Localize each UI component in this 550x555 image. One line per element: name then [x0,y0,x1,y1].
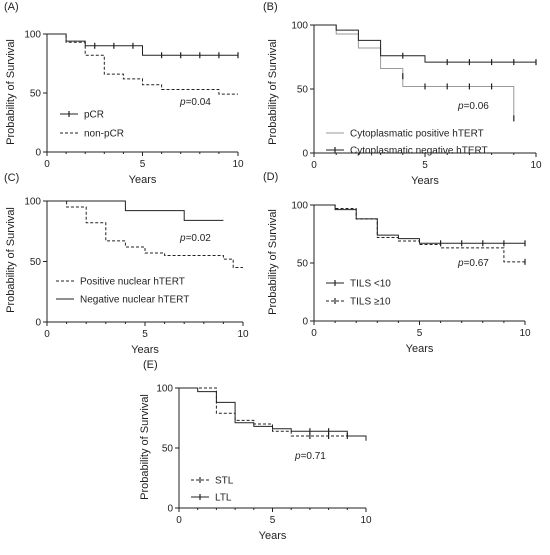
p-value-number: =0.71 [301,451,327,462]
y-axis-title: Probability of Survival [5,207,17,313]
y-tick-label: 50 [297,259,309,270]
x-tick-label: 10 [519,328,531,339]
p-value-number: =0.02 [186,233,212,244]
survival-curve-1 [314,204,525,263]
x-tick-label: 10 [360,515,372,526]
legend-label: pCR [84,110,104,121]
x-tick-label: 0 [311,160,317,171]
survival-curve-1 [47,33,238,95]
x-tick-label: 5 [422,160,428,171]
legend-label: TILS ≥10 [350,297,391,308]
y-tick-label: 50 [297,85,309,96]
legend-label: Negative nuclear hTERT [80,295,189,306]
km-panel-0: (A) 0 50 100 0 5 10 Years Probability of Surviva… [4,1,244,186]
x-axis-title: Years [129,174,157,186]
y-tick-label: 0 [302,149,308,160]
p-value-prefix: p [294,451,301,462]
legend-label: STL [215,476,234,487]
panel-label: (C) [4,172,19,184]
p-value-prefix: p [457,101,464,112]
x-axis-title: Years [259,530,287,542]
km-panel-2: (C) 0 50 100 0 5 10 Years Probability of Surviva… [4,172,249,356]
x-tick-label: 5 [270,515,276,526]
p-value: p=0.04 [179,97,211,108]
x-axis-title: Years [411,175,439,187]
survival-curve-1 [179,387,367,441]
y-axis-title: Probability of Survival [267,39,279,145]
panel-label: (B) [263,1,278,13]
y-tick-label: 0 [35,148,41,159]
y-tick-label: 100 [291,201,308,212]
y-tick-label: 50 [30,257,42,268]
x-tick-label: 5 [417,328,423,339]
y-tick-label: 50 [30,89,42,100]
x-tick-label: 0 [44,159,50,170]
x-tick-label: 0 [311,328,317,339]
legend-label: Cytoplasmatic positive hTERT [350,129,484,140]
p-value-number: =0.06 [464,101,490,112]
panel-label: (D) [263,171,278,183]
x-tick-label: 0 [176,515,182,526]
y-tick-label: 0 [35,318,41,329]
y-axis-title: Probability of Survival [267,209,279,315]
x-tick-label: 10 [237,329,249,340]
y-axis-title: Probability of Survival [139,394,151,500]
panel-label: (A) [4,1,19,13]
legend-label: TILS <10 [350,279,391,290]
x-axis-title: Years [406,343,434,355]
legend-label: LTL [215,493,232,504]
p-value: p=0.71 [294,451,326,462]
p-value-number: =0.04 [186,97,212,108]
legend-label: Cytoplasmatic negative hTERT [350,146,488,157]
y-tick-label: 100 [156,384,173,395]
survival-curve-0 [314,204,525,244]
km-panel-3: (D) 0 50 100 0 5 10 Years Probability of Surviva… [263,171,531,355]
y-axis-title: Probability of Survival [5,39,17,145]
y-tick-label: 0 [167,504,173,515]
p-value-prefix: p [179,233,186,244]
survival-curve-1 [47,200,224,221]
legend-label: Positive nuclear hTERT [80,277,185,288]
x-tick-label: 5 [142,329,148,340]
p-value-prefix: p [457,258,464,269]
x-axis-title: Years [131,344,159,356]
y-tick-label: 0 [302,317,308,328]
p-value-number: =0.67 [464,258,490,269]
km-panel-1: (B) 0 50 100 0 5 10 Years Probability of Surviva… [263,1,542,187]
x-tick-label: 5 [140,159,146,170]
p-value: p=0.02 [179,233,211,244]
p-value: p=0.67 [457,258,489,269]
survival-curve-0 [47,200,243,269]
y-tick-label: 100 [291,21,308,32]
y-tick-label: 100 [24,197,41,208]
survival-curve-1 [314,24,536,63]
y-tick-label: 50 [162,444,174,455]
legend-label: non-pCR [84,129,124,140]
p-value: p=0.06 [457,101,489,112]
panel-label: (E) [143,359,158,371]
survival-curve-0 [47,33,238,56]
p-value-prefix: p [179,97,186,108]
x-tick-label: 10 [232,159,244,170]
x-tick-label: 10 [530,160,542,171]
y-tick-label: 100 [24,30,41,41]
x-tick-label: 0 [44,329,50,340]
km-panel-4: (E) 0 50 100 0 5 10 Years Probability of Surviva… [139,359,372,542]
